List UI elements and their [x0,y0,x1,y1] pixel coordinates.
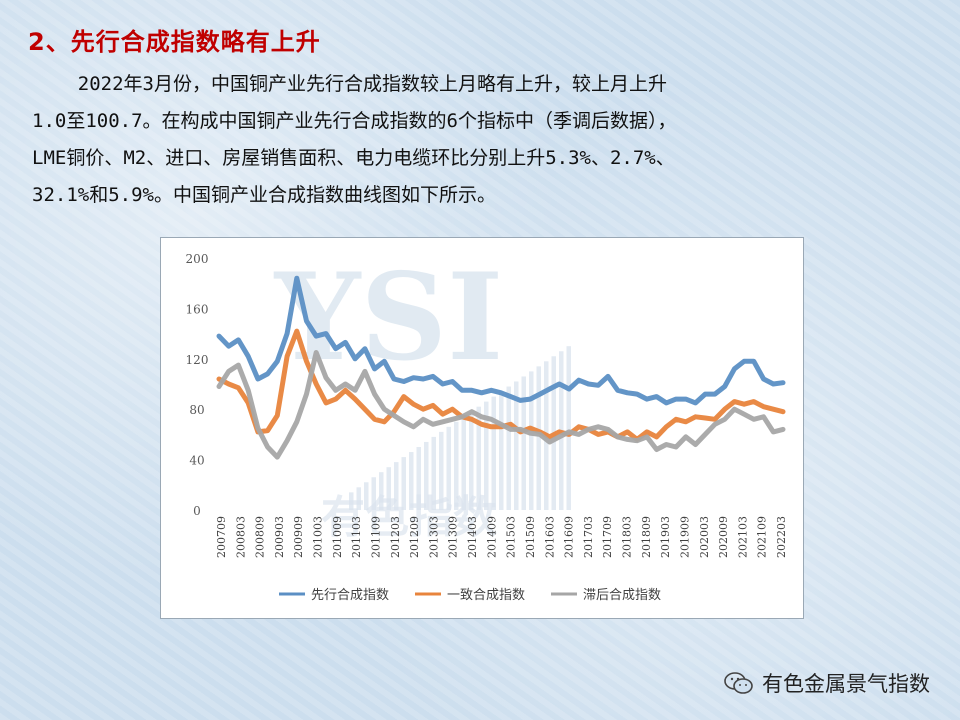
watermark-bar [349,492,354,510]
x-tick-label: 202103 [736,516,749,558]
x-tick-label: 201403 [466,516,479,558]
y-tick-label: 120 [186,353,209,367]
x-tick-label: 200909 [292,516,305,558]
watermark-bar [446,426,451,510]
paragraph-line: 1.0至100.7。在构成中国铜产业先行合成指数的6个指标中（季调后数据）， [32,110,677,132]
footer-text: 有色金属景气指数 [762,672,930,696]
x-tick-label: 200809 [254,516,267,558]
y-tick-label: 200 [186,252,209,266]
x-tick-label: 201509 [524,516,537,558]
watermark-bar [566,346,571,510]
x-tick-label: 201809 [640,516,653,558]
x-tick-label: 201703 [582,516,595,558]
paragraph-line: 32.1%和5.9%。中国铜产业合成指数曲线图如下所示。 [32,184,496,206]
summary-paragraph: 2022年3月份，中国铜产业先行合成指数较上月略有上升，较上月上升 1.0至10… [32,66,932,214]
x-tick-label: 200709 [215,516,228,558]
watermark-bar [371,477,376,510]
watermark-bar [431,436,436,510]
footer-brand: 有色金属景气指数 [724,668,930,698]
x-tick-label: 201209 [408,516,421,558]
watermark-bar [439,431,444,510]
watermark-bar [394,462,399,510]
series-line-3 [216,350,786,460]
x-tick-label: 200903 [273,516,286,558]
paragraph-line: LME铜价、M2、进口、房屋销售面积、电力电缆环比分别上升5.3%、2.7%、 [32,147,675,169]
watermark-bar [461,416,466,510]
y-tick-label: 80 [189,403,204,417]
x-tick-label: 202109 [756,516,769,558]
watermark-bar [491,396,496,510]
x-tick-label: 201203 [389,516,402,558]
y-tick-label: 40 [189,454,204,468]
x-tick-label: 201803 [621,516,634,558]
x-tick-label: 202203 [775,516,788,558]
watermark-bar [521,376,526,510]
page-title: 2、先行合成指数略有上升 [28,28,321,56]
x-tick-label: 201709 [601,516,614,558]
paragraph-line: 2022年3月份，中国铜产业先行合成指数较上月略有上升，较上月上升 [32,73,667,95]
x-tick-label: 201109 [369,516,382,558]
x-tick-label: 201909 [678,516,691,558]
x-tick-label: 201609 [563,516,576,558]
watermark-bar [484,401,489,510]
x-tick-label: 201603 [543,516,556,558]
legend-label-2: 一致合成指数 [447,588,525,603]
x-tick-label: 202009 [717,516,730,558]
watermark-bar [454,421,459,510]
watermark-bar [514,381,519,510]
wechat-icon [724,672,753,694]
x-tick-label: 201903 [659,516,672,558]
x-tick-label: 201409 [485,516,498,558]
watermark-bar [364,482,369,510]
watermark-bar [379,472,384,510]
y-tick-label: 160 [186,302,209,316]
watermark-bar [529,371,534,510]
series-line-1 [216,275,786,406]
y-tick-label: 0 [193,504,201,518]
watermark-bar [386,467,391,510]
x-tick-label: 201303 [427,516,440,558]
watermark-bar [536,366,541,510]
x-tick-label: 201003 [312,516,325,558]
x-tick-label: 201009 [331,516,344,558]
watermark-bar [401,457,406,510]
legend-label-1: 先行合成指数 [311,588,389,603]
x-tick-label: 201103 [350,516,363,558]
chart-panel: YSI 有色指数 0 40 80 120 160 200 200709 200803 200809 2… [160,237,804,619]
x-tick-label: 201309 [447,516,460,558]
watermark-bar [424,441,429,510]
watermark-bar [476,406,481,510]
watermark-bar [409,452,414,510]
x-tick-label: 202003 [698,516,711,558]
watermark-bar [356,487,361,510]
watermark-bar [469,411,474,510]
x-tick-label: 201503 [505,516,518,558]
watermark-bar [499,391,504,510]
legend-label-3: 滞后合成指数 [583,588,661,603]
watermark-bar [416,447,421,510]
watermark-bar [506,386,511,510]
x-tick-label: 200803 [234,516,247,558]
